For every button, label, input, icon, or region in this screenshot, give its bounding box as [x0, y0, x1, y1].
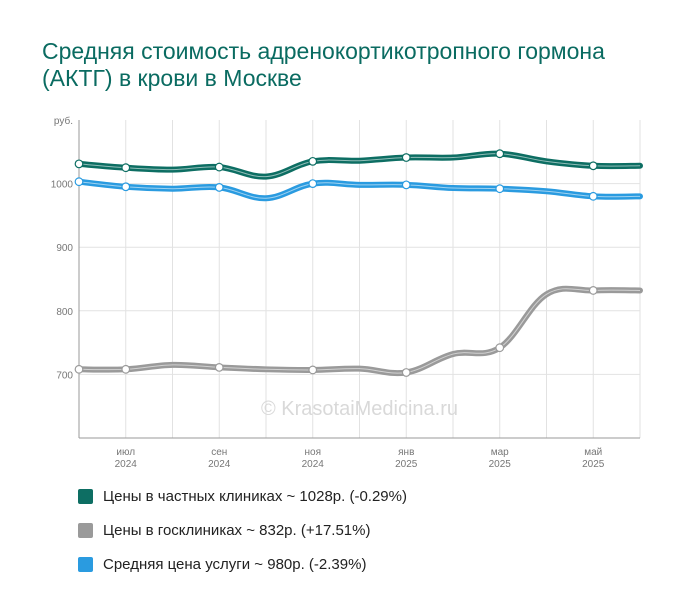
- legend: Цены в частных клиниках ~ 1028р. (-0.29%…: [78, 486, 407, 588]
- y-tick-label: 700: [56, 370, 73, 381]
- data-point-average[interactable]: [588, 191, 598, 201]
- x-tick-label-year: 2024: [208, 459, 231, 470]
- x-tick-label-month: мар: [491, 447, 509, 458]
- x-tick-label-month: сен: [211, 447, 227, 458]
- data-point-average[interactable]: [74, 177, 84, 187]
- x-tick-label-year: 2025: [489, 459, 512, 470]
- legend-label-average: Средняя цена услуги ~ 980р. (-2.39%): [103, 555, 367, 573]
- legend-item-private[interactable]: Цены в частных клиниках ~ 1028р. (-0.29%…: [78, 486, 407, 506]
- data-point-public[interactable]: [401, 368, 411, 377]
- series-line-highlight-average: [78, 181, 641, 199]
- legend-item-public[interactable]: Цены в госклиниках ~ 832р. (+17.51%): [78, 520, 407, 540]
- data-point-average[interactable]: [121, 182, 131, 192]
- data-point-private[interactable]: [308, 156, 318, 166]
- x-tick-label-year: 2025: [582, 459, 605, 470]
- data-point-private[interactable]: [74, 159, 84, 169]
- x-tick-label-month: июл: [116, 447, 135, 458]
- y-tick-label: 800: [56, 307, 73, 318]
- x-tick-label-year: 2025: [395, 459, 418, 470]
- chart-title: Средняя стоимость адренокортикотропного …: [42, 38, 605, 91]
- y-tick-label: 1000: [51, 180, 74, 191]
- data-point-public[interactable]: [495, 343, 505, 353]
- data-point-private[interactable]: [401, 153, 411, 162]
- x-tick-label-month: май: [584, 447, 602, 458]
- data-point-public[interactable]: [214, 363, 224, 372]
- legend-item-average[interactable]: Средняя цена услуги ~ 980р. (-2.39%): [78, 554, 407, 574]
- data-point-public[interactable]: [74, 364, 84, 374]
- legend-label-public: Цены в госклиниках ~ 832р. (+17.51%): [103, 521, 371, 539]
- legend-swatch-private: [78, 488, 93, 504]
- data-point-public[interactable]: [121, 364, 131, 374]
- legend-label-private: Цены в частных клиниках ~ 1028р. (-0.29%…: [103, 487, 407, 505]
- y-tick-label: 900: [56, 243, 73, 254]
- data-point-average[interactable]: [401, 180, 411, 190]
- data-point-public[interactable]: [588, 286, 598, 295]
- data-point-public[interactable]: [308, 365, 318, 375]
- data-point-private[interactable]: [214, 162, 224, 172]
- x-tick-label-year: 2024: [115, 459, 138, 470]
- data-point-private[interactable]: [495, 149, 505, 159]
- data-point-average[interactable]: [495, 184, 505, 194]
- watermark: © KrasotaiMedicina.ru: [261, 398, 458, 420]
- data-point-average[interactable]: [214, 183, 224, 192]
- data-point-private[interactable]: [588, 161, 598, 171]
- series-line-highlight-private: [78, 153, 641, 178]
- x-tick-label-month: ноя: [305, 447, 322, 458]
- y-axis-unit-label: руб.: [54, 115, 73, 127]
- legend-swatch-public: [78, 522, 93, 538]
- x-tick-label-month: янв: [398, 447, 414, 458]
- x-tick-label-year: 2024: [302, 459, 325, 470]
- series-line-highlight-public: [78, 288, 641, 374]
- legend-swatch-average: [78, 556, 93, 572]
- data-point-average[interactable]: [308, 179, 318, 189]
- data-point-private[interactable]: [121, 163, 131, 173]
